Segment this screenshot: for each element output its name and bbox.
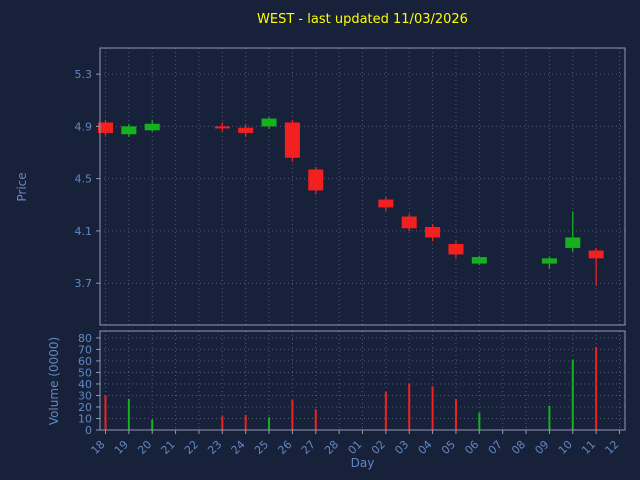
volume-bar-day-11 <box>595 347 598 430</box>
candle-body-day-27 <box>308 169 324 191</box>
x-tick-label: 26 <box>275 438 294 457</box>
x-tick-label: 08 <box>509 438 528 457</box>
candle-body-day-10 <box>565 237 581 248</box>
price-tick-label: 3.7 <box>75 277 93 290</box>
volume-bar-day-24 <box>244 415 247 430</box>
volume-tick-label: 50 <box>78 366 92 379</box>
axes-background <box>100 48 625 325</box>
x-tick-label: 12 <box>603 438 622 457</box>
price-tick-label: 4.5 <box>75 173 93 186</box>
x-tick-label: 18 <box>89 438 108 457</box>
x-tick-label: 06 <box>462 438 481 457</box>
volume-bar-day-20 <box>151 419 154 430</box>
x-tick-label: 10 <box>556 438 575 457</box>
x-tick-label: 22 <box>182 438 201 457</box>
volume-bar-day-05 <box>454 398 457 430</box>
x-tick-label: 05 <box>439 438 458 457</box>
price-tick-label: 5.3 <box>75 68 93 81</box>
x-tick-label: 02 <box>369 438 388 457</box>
candle-body-day-04 <box>425 227 441 238</box>
volume-bar-day-18 <box>104 395 107 430</box>
candle-body-day-24 <box>238 127 254 133</box>
volume-bar-day-10 <box>571 359 574 430</box>
candle-body-day-19 <box>121 126 137 135</box>
volume-bar-day-03 <box>408 383 411 430</box>
volume-tick-label: 60 <box>78 355 92 368</box>
x-tick-label: 21 <box>159 438 178 457</box>
candle-body-day-09 <box>541 258 557 264</box>
x-tick-label: 23 <box>205 438 224 457</box>
price-tick-label: 4.1 <box>75 225 93 238</box>
volume-tick-label: 0 <box>85 424 92 437</box>
x-tick-label: 19 <box>112 438 131 457</box>
chart-title: WEST - last updated 11/03/2026 <box>257 12 468 27</box>
x-tick-label: 27 <box>299 438 318 457</box>
x-tick-label: 28 <box>322 438 341 457</box>
candle-body-day-05 <box>448 243 464 255</box>
volume-bar-day-04 <box>431 386 434 430</box>
x-tick-label: 01 <box>346 438 365 457</box>
volume-bar-day-06 <box>478 412 481 430</box>
x-tick-label: 09 <box>532 438 551 457</box>
x-tick-label: 04 <box>416 438 435 457</box>
candle-body-day-02 <box>378 199 394 208</box>
volume-bar-day-26 <box>291 400 294 430</box>
price-axis-label: Price <box>15 172 29 202</box>
volume-tick-label: 70 <box>78 343 92 356</box>
candle-body-day-23 <box>214 126 230 129</box>
volume-bar-day-02 <box>384 392 387 430</box>
x-tick-label: 07 <box>486 438 505 457</box>
volume-axis-label: Volume (0000) <box>47 336 61 426</box>
candle-body-day-06 <box>471 257 487 264</box>
volume-bar-day-27 <box>314 409 317 430</box>
volume-tick-label: 80 <box>78 332 92 345</box>
volume-tick-label: 40 <box>78 378 92 391</box>
volume-bar-day-25 <box>268 417 271 430</box>
candle-body-day-03 <box>401 216 417 229</box>
volume-tick-label: 10 <box>78 412 92 425</box>
x-tick-label: 25 <box>252 438 271 457</box>
candle-body-day-18 <box>98 122 113 133</box>
x-tick-label: 03 <box>392 438 411 457</box>
volume-tick-label: 20 <box>78 401 92 414</box>
x-axis-label: Day <box>350 456 375 470</box>
candle-body-day-20 <box>144 123 160 131</box>
volume-tick-label: 30 <box>78 389 92 402</box>
candle-body-day-26 <box>284 122 300 158</box>
axes-spine <box>99 47 626 326</box>
x-tick-label: 24 <box>229 438 248 457</box>
x-tick-label: 20 <box>135 438 154 457</box>
x-tick-label: 11 <box>579 438 598 457</box>
volume-bar-day-23 <box>221 416 224 430</box>
price-tick-label: 4.9 <box>75 120 93 133</box>
candle-body-day-11 <box>588 250 604 259</box>
candle-body-day-25 <box>261 118 277 127</box>
volume-bar-day-09 <box>548 405 551 430</box>
volume-bar-day-19 <box>127 398 130 430</box>
